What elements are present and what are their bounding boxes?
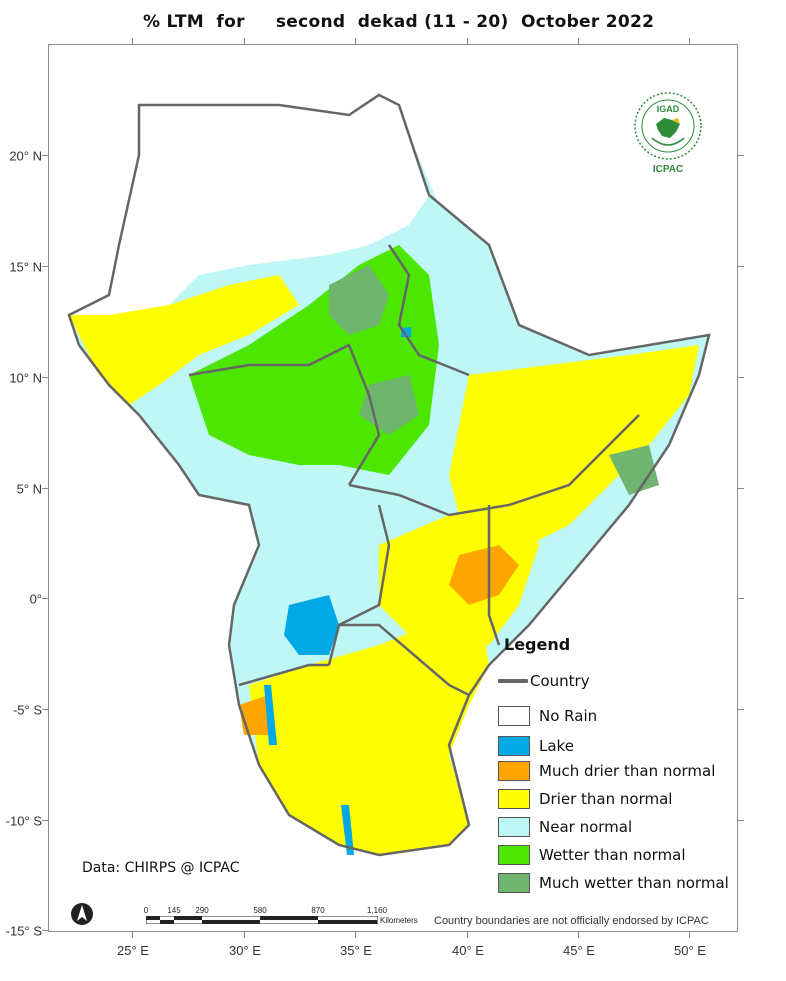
legend-label-near-normal: Near normal bbox=[539, 818, 633, 836]
legend-country: Country bbox=[498, 670, 590, 692]
scale-bar: 0 145 290 580 870 1,160 Kilometers bbox=[143, 906, 446, 932]
lat-label-20n: 20° N bbox=[9, 148, 42, 164]
legend-label-drier: Drier than normal bbox=[539, 790, 673, 808]
north-arrow-icon bbox=[71, 903, 93, 925]
country-line-swatch bbox=[498, 679, 528, 683]
region-much-drier-1 bbox=[449, 545, 519, 605]
lake-malawi bbox=[341, 805, 354, 855]
lat-label-5s: -5° S bbox=[12, 702, 42, 718]
legend-label-much-drier: Much drier than normal bbox=[539, 762, 716, 780]
disclaimer: Country boundaries are not officially en… bbox=[434, 915, 709, 927]
scale-tick-290: 290 bbox=[195, 906, 209, 915]
swatch-drier bbox=[498, 789, 530, 809]
lake-victoria bbox=[284, 595, 339, 655]
legend-item-drier: Drier than normal bbox=[498, 788, 672, 810]
region-much-wetter-3 bbox=[609, 445, 659, 495]
legend-label-much-wetter: Much wetter than normal bbox=[539, 874, 729, 892]
legend-title: Legend bbox=[504, 635, 571, 654]
lat-label-15n: 15° N bbox=[9, 259, 42, 275]
legend-label-lake: Lake bbox=[539, 737, 574, 755]
region-drier-horn bbox=[449, 345, 699, 545]
scale-unit: Kilometers bbox=[380, 916, 418, 925]
lat-label-15s: -15° S bbox=[5, 923, 42, 939]
lat-label-5n: 5° N bbox=[16, 481, 42, 497]
map-frame bbox=[48, 44, 738, 932]
scale-bar-graphic bbox=[146, 916, 378, 924]
legend-label-wetter: Wetter than normal bbox=[539, 846, 686, 864]
logo-top-text: IGAD bbox=[657, 104, 680, 114]
region-much-wetter-1 bbox=[329, 265, 389, 335]
lat-label-10n: 10° N bbox=[9, 370, 42, 386]
map-title: % LTM for second dekad (11 - 20) October… bbox=[143, 12, 655, 32]
scale-tick-0: 0 bbox=[143, 906, 149, 915]
swatch-lake bbox=[498, 736, 530, 756]
legend-country-label: Country bbox=[530, 672, 590, 690]
lon-label-50e: 50° E bbox=[674, 943, 706, 958]
scale-tick-870: 870 bbox=[311, 906, 325, 915]
lon-label-30e: 30° E bbox=[229, 943, 261, 958]
data-source: Data: CHIRPS @ ICPAC bbox=[82, 860, 240, 876]
lat-label-0: 0° bbox=[29, 591, 42, 607]
region-no-rain-north bbox=[69, 95, 429, 335]
rainfall-map bbox=[67, 93, 711, 857]
lon-label-40e: 40° E bbox=[452, 943, 484, 958]
swatch-no-rain bbox=[498, 706, 530, 726]
legend-item-wetter: Wetter than normal bbox=[498, 844, 686, 866]
legend-item-no-rain: No Rain bbox=[498, 705, 597, 727]
lon-label-35e: 35° E bbox=[340, 943, 372, 958]
lon-label-25e: 25° E bbox=[117, 943, 149, 958]
legend-item-much-drier: Much drier than normal bbox=[498, 760, 715, 782]
legend-item-near-normal: Near normal bbox=[498, 816, 632, 838]
country-boundaries bbox=[67, 93, 711, 857]
icpac-logo: IGAD ICPAC bbox=[634, 92, 702, 175]
lake-tanganyika bbox=[264, 685, 277, 745]
swatch-wetter bbox=[498, 845, 530, 865]
legend-item-much-wetter: Much wetter than normal bbox=[498, 872, 729, 894]
swatch-much-wetter bbox=[498, 873, 530, 893]
legend-label-no-rain: No Rain bbox=[539, 707, 598, 725]
legend-item-lake: Lake bbox=[498, 735, 574, 757]
swatch-near-normal bbox=[498, 817, 530, 837]
logo-bottom-text: ICPAC bbox=[653, 164, 683, 175]
lat-label-10s: -10° S bbox=[5, 813, 42, 829]
swatch-much-drier bbox=[498, 761, 530, 781]
scale-tick-145: 145 bbox=[167, 906, 181, 915]
scale-tick-1160: 1,160 bbox=[366, 906, 388, 915]
lon-label-45e: 45° E bbox=[563, 943, 595, 958]
region-drier-north bbox=[69, 275, 299, 405]
scale-tick-580: 580 bbox=[253, 906, 267, 915]
